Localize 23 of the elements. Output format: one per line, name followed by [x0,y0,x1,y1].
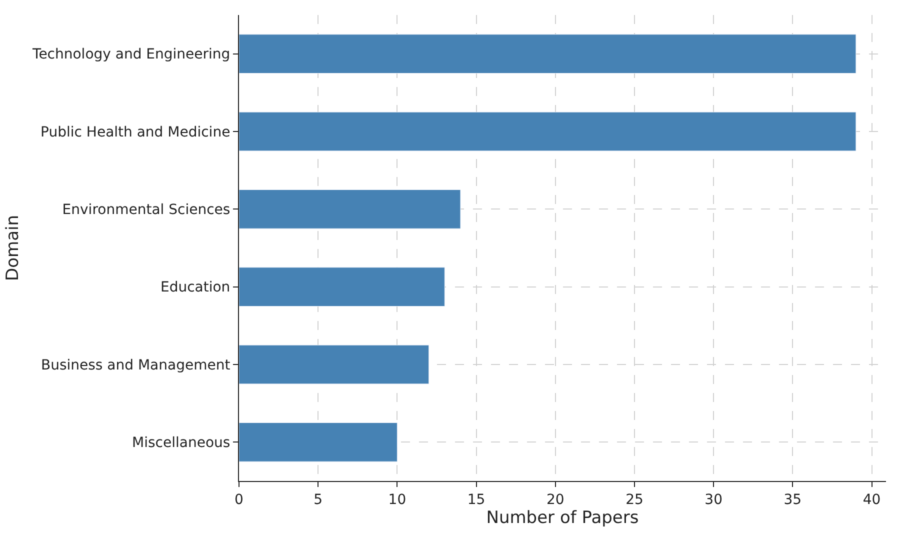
y-axis-title: Domain [3,215,24,281]
x-tick-label: 15 [467,492,486,508]
bar [239,112,856,152]
x-tick-label: 5 [314,492,323,508]
y-tick-label: Education [160,280,230,296]
x-tick-label: 0 [234,492,244,508]
x-axis-title: Number of Papers [486,508,639,528]
bar [239,34,856,74]
x-tick-label: 10 [388,492,406,508]
y-tick-label: Business and Management [40,357,231,374]
x-tick-label: 25 [626,492,644,508]
x-tick-label: 40 [862,492,881,508]
x-tick-label: 30 [704,492,722,508]
y-tick-label: Miscellaneous [132,435,230,452]
bar [239,344,430,384]
bar [239,190,461,229]
x-tick-label: 20 [546,492,564,508]
y-tick-label: Technology and Engineering [32,46,230,63]
bar [239,267,445,306]
y-tick-label: Environmental Sciences [62,202,230,218]
y-tick-label: Public Health and Medicine [40,124,230,140]
x-tick-label: 35 [784,492,802,508]
bar [239,422,398,462]
